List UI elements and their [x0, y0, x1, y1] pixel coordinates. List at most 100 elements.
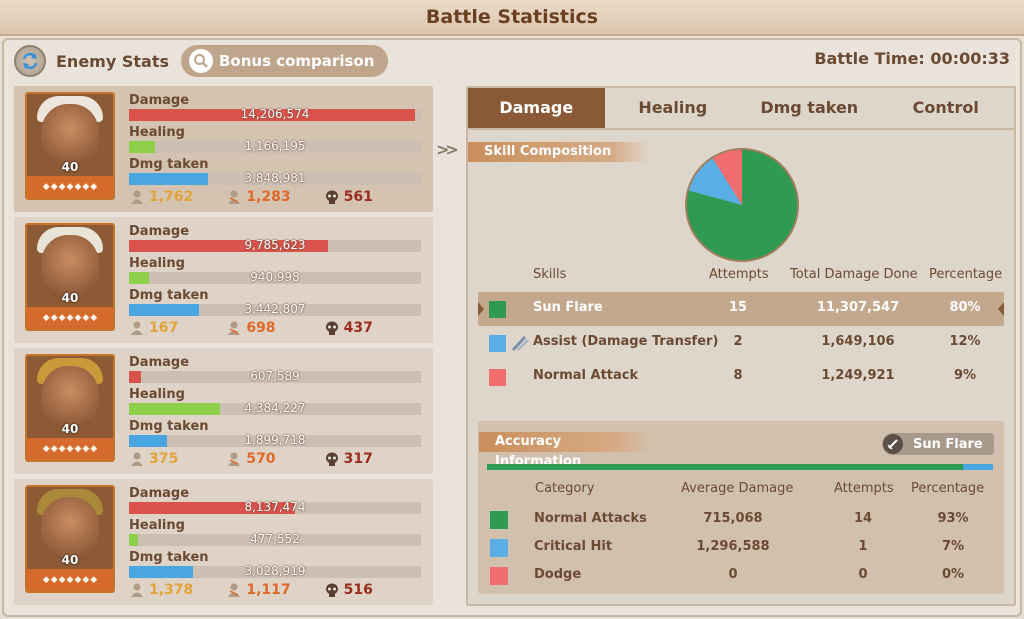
dmg-taken-value: 3,848,981 [244, 171, 306, 185]
stats-tabs: Damage Healing Dmg taken Control [468, 88, 1014, 130]
star-icon: ◆ [82, 444, 90, 454]
hero-portrait[interactable]: 40 ◆ ◆ ◆ ◆ ◆ ◆ ◆ [25, 485, 115, 593]
healing-bar: 477,552 [129, 532, 421, 546]
dmg-taken-value: 3,028,919 [244, 564, 306, 578]
accuracy-bar [487, 464, 993, 470]
title-bar: Battle Statistics [0, 0, 1024, 36]
star-icon: ◆ [66, 313, 74, 323]
healing-stat: Healing 477,552 [129, 518, 421, 546]
dmg-taken-bar-fill [129, 173, 208, 185]
selected-left-marker [478, 302, 484, 316]
dmg-taken-value: 1,899,718 [244, 433, 306, 447]
accuracy-category: Critical Hit [534, 539, 613, 554]
star-icon: ◆ [66, 182, 74, 192]
hero-stars: ◆ ◆ ◆ ◆ ◆ ◆ ◆ [27, 307, 113, 329]
star-icon: ◆ [74, 313, 82, 323]
count-severely-wounded: 1,283 [226, 189, 323, 205]
dmg-taken-label: Dmg taken [129, 288, 209, 303]
skill-percentage: 80% [949, 300, 981, 315]
skill-row[interactable]: Sun Flare 15 11,307,547 80% [478, 292, 1004, 326]
damage-label: Damage [129, 486, 190, 501]
pie-slice-1 [688, 158, 742, 205]
hero-face [41, 497, 99, 559]
hero-face [41, 366, 99, 428]
dmg-taken-label: Dmg taken [129, 419, 209, 434]
healing-label: Healing [129, 387, 185, 402]
dmg-taken-label: Dmg taken [129, 550, 209, 565]
pie-slice-2 [712, 150, 742, 205]
count-value: 570 [246, 451, 276, 467]
unit-counts: 375 570 317 [129, 451, 421, 467]
unit-counts: 1,762 1,283 561 [129, 189, 421, 205]
hero-portrait[interactable]: 40 ◆ ◆ ◆ ◆ ◆ ◆ ◆ [25, 354, 115, 462]
healing-value: 940,998 [250, 270, 300, 284]
healing-value: 1,166,195 [244, 139, 306, 153]
hero-card[interactable]: 40 ◆ ◆ ◆ ◆ ◆ ◆ ◆ Damage 14,206,574 Healing 1,1… [14, 86, 433, 212]
hero-level: 40 [61, 160, 79, 174]
damage-stat: Damage 607,589 [129, 355, 421, 383]
accuracy-attempts: 0 [858, 567, 868, 582]
accuracy-color-swatch [490, 539, 508, 557]
healing-label: Healing [129, 256, 185, 271]
count-value: 437 [343, 320, 373, 336]
count-slightly-wounded: 1,378 [129, 582, 226, 598]
star-icon: ◆ [50, 182, 58, 192]
top-toolbar: Enemy Stats Bonus comparison [14, 44, 389, 78]
skill-attempts: 15 [728, 300, 748, 315]
healing-bar-fill [129, 141, 156, 153]
count-value: 698 [246, 320, 276, 336]
damage-value: 8,137,474 [244, 500, 306, 514]
star-icon: ◆ [82, 182, 90, 192]
count-value: 516 [343, 582, 373, 598]
star-icon: ◆ [90, 182, 98, 192]
skill-row[interactable]: Normal Attack 8 1,249,921 9% [478, 360, 1004, 394]
accuracy-color-swatch [490, 511, 508, 529]
star-icon: ◆ [50, 444, 58, 454]
tab-damage[interactable]: Damage [468, 88, 605, 128]
tab-control[interactable]: Control [912, 98, 979, 117]
skull-icon [325, 190, 338, 204]
damage-value: 14,206,574 [240, 107, 310, 121]
hero-portrait[interactable]: 40 ◆ ◆ ◆ ◆ ◆ ◆ ◆ [25, 223, 115, 331]
accuracy-average-damage: 1,296,588 [696, 539, 770, 554]
hero-list: 40 ◆ ◆ ◆ ◆ ◆ ◆ ◆ Damage 14,206,574 Healing 1,1… [14, 86, 433, 610]
star-icon: ◆ [74, 444, 82, 454]
accuracy-row: Critical Hit 1,296,588 1 7% [478, 535, 1004, 563]
star-icon: ◆ [58, 182, 66, 192]
star-icon: ◆ [74, 182, 82, 192]
switch-side-button[interactable] [14, 45, 46, 77]
acc-header-percentage: Percentage [911, 481, 985, 496]
accuracy-skill-selector[interactable]: Sun Flare [882, 433, 994, 455]
damage-bar: 14,206,574 [129, 107, 421, 121]
severely-wounded-icon [228, 452, 241, 466]
acc-header-category: Category [535, 481, 595, 496]
dmg-taken-value: 3,442,807 [244, 302, 306, 316]
acc-header-attempts: Attempts [834, 481, 894, 496]
damage-bar: 9,785,623 [129, 238, 421, 252]
hero-card[interactable]: 40 ◆ ◆ ◆ ◆ ◆ ◆ ◆ Damage 607,589 Healing 4,384,… [14, 348, 433, 474]
hero-portrait[interactable]: 40 ◆ ◆ ◆ ◆ ◆ ◆ ◆ [25, 92, 115, 200]
accuracy-percentage: 93% [937, 511, 969, 526]
skill-row[interactable]: Assist (Damage Transfer) 2 1,649,106 12% [478, 326, 1004, 360]
unit-counts: 1,378 1,117 516 [129, 582, 421, 598]
hero-card[interactable]: 40 ◆ ◆ ◆ ◆ ◆ ◆ ◆ Damage 8,137,474 Healing 477,… [14, 479, 433, 605]
damage-stat: Damage 8,137,474 [129, 486, 421, 514]
tab-healing[interactable]: Healing [638, 98, 708, 117]
accuracy-percentage: 7% [941, 539, 965, 554]
selected-hero-arrow-icon: >> [436, 140, 459, 159]
healing-bar-fill [129, 534, 138, 546]
hero-card[interactable]: 40 ◆ ◆ ◆ ◆ ◆ ◆ ◆ Damage 9,785,623 Healing 940,… [14, 217, 433, 343]
swap-arrows-icon [22, 52, 38, 70]
star-icon: ◆ [58, 575, 66, 585]
bonus-comparison-button[interactable]: Bonus comparison [180, 45, 389, 77]
tab-dmg-taken[interactable]: Dmg taken [760, 98, 859, 117]
count-slightly-wounded: 167 [129, 320, 226, 336]
star-icon: ◆ [82, 575, 90, 585]
star-icon: ◆ [90, 313, 98, 323]
dmg-taken-bar-fill [129, 304, 200, 316]
healing-bar: 940,998 [129, 270, 421, 284]
dmg-taken-label: Dmg taken [129, 157, 209, 172]
healing-stat: Healing 940,998 [129, 256, 421, 284]
dmg-taken-stat: Dmg taken 3,848,981 [129, 157, 421, 185]
col-header-attempts: Attempts [709, 267, 769, 282]
